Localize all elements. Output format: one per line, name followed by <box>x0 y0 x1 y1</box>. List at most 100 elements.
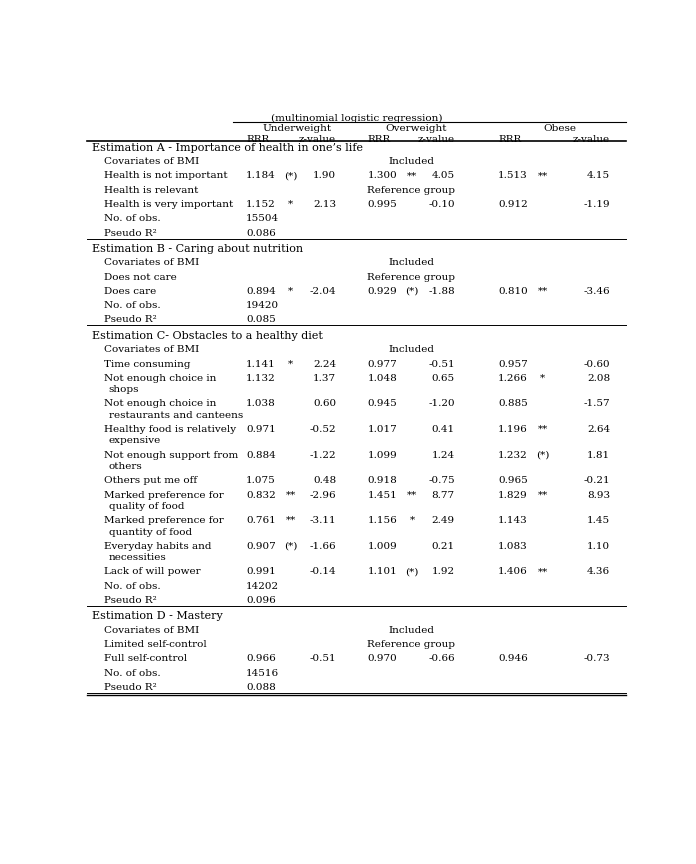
Text: z-value: z-value <box>418 136 455 144</box>
Text: -1.20: -1.20 <box>428 399 455 409</box>
Text: 0.088: 0.088 <box>246 683 276 692</box>
Text: restaurants and canteens: restaurants and canteens <box>109 410 243 420</box>
Text: 1.37: 1.37 <box>313 374 336 383</box>
Text: 0.21: 0.21 <box>432 542 455 551</box>
Text: -0.21: -0.21 <box>583 476 610 486</box>
Text: Pseudo R²: Pseudo R² <box>104 596 157 605</box>
Text: 1.406: 1.406 <box>498 568 528 576</box>
Text: -1.22: -1.22 <box>310 451 336 460</box>
Text: Reference group: Reference group <box>367 640 455 649</box>
Text: 4.36: 4.36 <box>587 568 610 576</box>
Text: 0.761: 0.761 <box>246 516 276 525</box>
Text: No. of obs.: No. of obs. <box>104 302 161 310</box>
Text: **: ** <box>538 287 548 295</box>
Text: **: ** <box>407 491 418 499</box>
Text: 8.93: 8.93 <box>587 491 610 499</box>
Text: Included: Included <box>388 258 434 267</box>
Text: *: * <box>540 374 546 383</box>
Text: z-value: z-value <box>573 136 610 144</box>
Text: **: ** <box>286 516 296 525</box>
Text: Pseudo R²: Pseudo R² <box>104 228 157 238</box>
Text: -0.73: -0.73 <box>583 654 610 664</box>
Text: 0.918: 0.918 <box>367 476 397 486</box>
Text: -1.19: -1.19 <box>583 200 610 209</box>
Text: -0.14: -0.14 <box>310 568 336 576</box>
Text: 19420: 19420 <box>246 302 279 310</box>
Text: (multinomial logistic regression): (multinomial logistic regression) <box>271 114 443 124</box>
Text: Health is very important: Health is very important <box>104 200 234 209</box>
Text: 1.083: 1.083 <box>498 542 528 551</box>
Text: Not enough support from: Not enough support from <box>104 451 239 460</box>
Text: **: ** <box>407 171 418 181</box>
Text: -0.51: -0.51 <box>428 359 455 369</box>
Text: Time consuming: Time consuming <box>104 359 191 369</box>
Text: (*): (*) <box>284 542 298 551</box>
Text: 0.970: 0.970 <box>367 654 397 664</box>
Text: 1.92: 1.92 <box>432 568 455 576</box>
Text: **: ** <box>538 491 548 499</box>
Text: 1.143: 1.143 <box>498 516 528 525</box>
Text: 1.81: 1.81 <box>587 451 610 460</box>
Text: 1.90: 1.90 <box>313 171 336 181</box>
Text: 1.266: 1.266 <box>498 374 528 383</box>
Text: -0.60: -0.60 <box>583 359 610 369</box>
Text: 0.086: 0.086 <box>246 228 276 238</box>
Text: Healthy food is relatively: Healthy food is relatively <box>104 425 237 434</box>
Text: 0.977: 0.977 <box>367 359 397 369</box>
Text: 1.048: 1.048 <box>367 374 397 383</box>
Text: Everyday habits and: Everyday habits and <box>104 542 212 551</box>
Text: Covariates of BMI: Covariates of BMI <box>104 258 200 267</box>
Text: 0.912: 0.912 <box>498 200 528 209</box>
Text: 1.196: 1.196 <box>498 425 528 434</box>
Text: quantity of food: quantity of food <box>109 528 191 537</box>
Text: (*): (*) <box>406 287 419 295</box>
Text: 0.48: 0.48 <box>313 476 336 486</box>
Text: 1.017: 1.017 <box>367 425 397 434</box>
Text: 0.096: 0.096 <box>246 596 276 605</box>
Text: *: * <box>288 359 294 369</box>
Text: 1.184: 1.184 <box>246 171 276 181</box>
Text: 0.60: 0.60 <box>313 399 336 409</box>
Text: No. of obs.: No. of obs. <box>104 581 161 591</box>
Text: 0.894: 0.894 <box>246 287 276 295</box>
Text: 0.810: 0.810 <box>498 287 528 295</box>
Text: Estimation B - Caring about nutrition: Estimation B - Caring about nutrition <box>93 244 303 254</box>
Text: Others put me off: Others put me off <box>104 476 198 486</box>
Text: 1.101: 1.101 <box>367 568 397 576</box>
Text: Estimation A - Importance of health in one’s life: Estimation A - Importance of health in o… <box>93 143 363 153</box>
Text: 0.929: 0.929 <box>367 287 397 295</box>
Text: Underweight: Underweight <box>262 124 331 132</box>
Text: Does not care: Does not care <box>104 272 177 282</box>
Text: quality of food: quality of food <box>109 502 184 511</box>
Text: Pseudo R²: Pseudo R² <box>104 683 157 692</box>
Text: 0.995: 0.995 <box>367 200 397 209</box>
Text: 1.24: 1.24 <box>432 451 455 460</box>
Text: 1.45: 1.45 <box>587 516 610 525</box>
Text: *: * <box>410 516 415 525</box>
Text: 1.141: 1.141 <box>246 359 276 369</box>
Text: 14202: 14202 <box>246 581 279 591</box>
Text: 0.41: 0.41 <box>432 425 455 434</box>
Text: Included: Included <box>388 157 434 166</box>
Text: -3.11: -3.11 <box>310 516 336 525</box>
Text: Reference group: Reference group <box>367 272 455 282</box>
Text: 1.038: 1.038 <box>246 399 276 409</box>
Text: 0.884: 0.884 <box>246 451 276 460</box>
Text: 0.965: 0.965 <box>498 476 528 486</box>
Text: Obese: Obese <box>543 124 576 132</box>
Text: **: ** <box>538 568 548 576</box>
Text: -0.52: -0.52 <box>310 425 336 434</box>
Text: Not enough choice in: Not enough choice in <box>104 374 216 383</box>
Text: RRR: RRR <box>367 136 390 144</box>
Text: Covariates of BMI: Covariates of BMI <box>104 626 200 635</box>
Text: 0.966: 0.966 <box>246 654 276 664</box>
Text: 2.64: 2.64 <box>587 425 610 434</box>
Text: Estimation D - Mastery: Estimation D - Mastery <box>93 612 223 621</box>
Text: Marked preference for: Marked preference for <box>104 516 224 525</box>
Text: 1.451: 1.451 <box>367 491 397 499</box>
Text: 1.132: 1.132 <box>246 374 276 383</box>
Text: -0.75: -0.75 <box>428 476 455 486</box>
Text: *: * <box>288 200 294 209</box>
Text: 0.971: 0.971 <box>246 425 276 434</box>
Text: 0.907: 0.907 <box>246 542 276 551</box>
